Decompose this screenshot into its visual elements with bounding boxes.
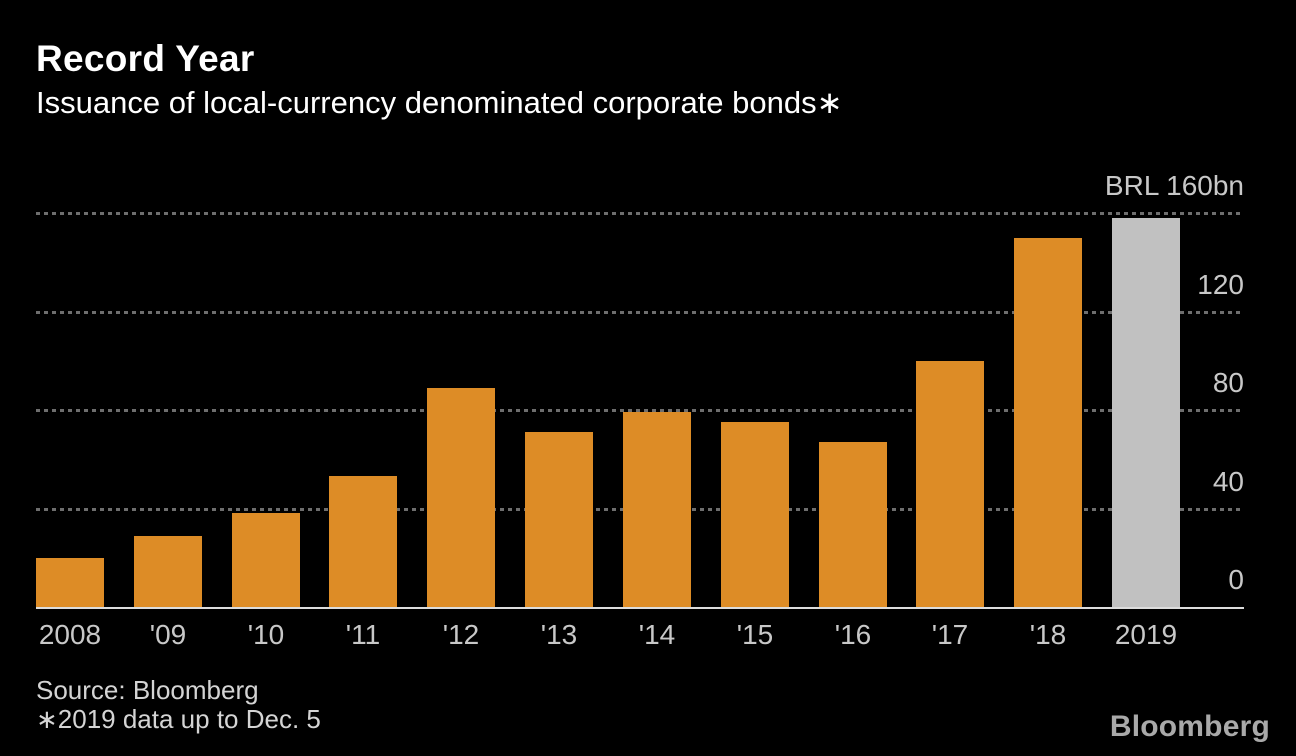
xtick-label-09: '09 — [149, 619, 187, 650]
x-axis-line — [36, 607, 1244, 609]
bar-2019 — [1112, 218, 1180, 607]
bar-12 — [427, 388, 495, 607]
xtick-label-18: '18 — [1029, 619, 1067, 650]
xtick-label-10: '10 — [247, 619, 285, 650]
bar-16 — [819, 442, 887, 607]
xtick-label-2019: 2019 — [1114, 619, 1178, 650]
xtick-label-13: '13 — [540, 619, 578, 650]
ytick-label-40: 40 — [1212, 465, 1244, 497]
chart-subtitle: Issuance of local-currency denominated c… — [36, 85, 843, 120]
xtick-label-2008: 2008 — [38, 619, 102, 650]
xtick-label-16: '16 — [834, 619, 872, 650]
gridline-120 — [36, 310, 1244, 314]
bar-18 — [1014, 238, 1082, 607]
bar-13 — [525, 432, 593, 607]
ytick-label-0: 0 — [1228, 564, 1244, 595]
gridline-80 — [36, 409, 1244, 412]
source-text: Source: Bloomberg — [36, 675, 259, 705]
bloomberg-logo: Bloomberg — [1109, 710, 1270, 743]
footnote-text: ∗2019 data up to Dec. 5 — [36, 704, 321, 734]
bar-14 — [623, 412, 691, 607]
plot-area: 0 40 80 120 BRL 160bn — [36, 172, 1244, 609]
ytick-label-160: BRL 160bn — [1104, 170, 1244, 201]
xtick-label-12: '12 — [442, 619, 480, 650]
bar-11 — [329, 476, 397, 607]
xtick-label-11: '11 — [345, 619, 381, 650]
xtick-label-17: '17 — [931, 619, 969, 650]
xtick-label-14: '14 — [638, 619, 676, 650]
chart-title: Record Year — [36, 38, 255, 79]
xtick-label-15: '15 — [736, 619, 774, 650]
bar-15 — [721, 422, 789, 607]
gridline-160 — [36, 212, 1244, 215]
bar-17 — [916, 361, 984, 607]
bar-2008 — [36, 558, 104, 607]
bar-10 — [232, 513, 300, 607]
ytick-label-120: 120 — [1197, 268, 1244, 300]
ytick-label-80: 80 — [1212, 367, 1244, 398]
bar-09 — [134, 536, 202, 607]
